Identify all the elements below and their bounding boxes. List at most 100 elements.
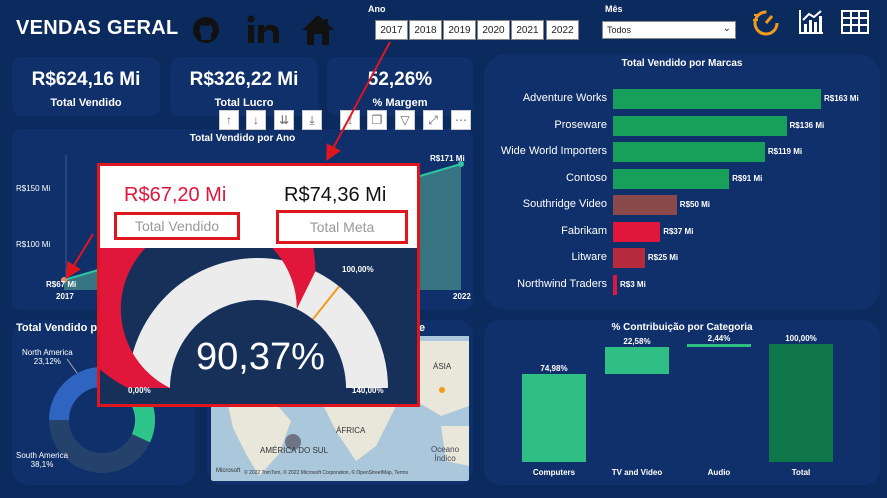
brand-bar[interactable] <box>613 142 765 162</box>
month-select[interactable]: Todos ⌄ <box>602 21 736 39</box>
category-axis-label: Computers <box>532 468 576 477</box>
toolbar-expand-all-icon[interactable]: ⇊ <box>274 110 294 130</box>
gauge-target-label: 100,00% <box>342 265 374 274</box>
map-label-ocean: Oceano Índico <box>431 445 459 463</box>
brand-bar[interactable] <box>613 115 787 136</box>
brand-bar[interactable] <box>613 89 821 109</box>
gauge-target-marker <box>312 285 340 320</box>
year-button-2022[interactable]: 2022 <box>546 20 579 40</box>
speedometer-icon[interactable] <box>751 7 781 37</box>
kpi-label: Total Vendido <box>50 97 122 109</box>
category-value-label: 100,00% <box>785 334 817 343</box>
brand-label: Southridge Video <box>522 198 607 210</box>
year-chart-first-label: R$67 Mi <box>46 280 77 289</box>
year-button-2018[interactable]: 2018 <box>409 20 442 40</box>
brand-value-label: R$91 Mi <box>732 173 763 183</box>
category-bar[interactable] <box>522 373 586 462</box>
chart-growth-icon[interactable] <box>797 8 825 36</box>
donut-segment-south-america <box>49 367 103 421</box>
toolbar-focus-icon[interactable]: ⤢ <box>423 110 443 130</box>
kpi-label: Total Lucro <box>214 97 274 109</box>
donut-leader <box>66 358 78 374</box>
tooltip-total-vendido-value: R$67,20 Mi <box>124 184 227 206</box>
map-label-asia: ÁSIA <box>433 362 452 371</box>
toolbar-copy-icon[interactable]: ❐ <box>367 110 387 130</box>
donut-chart-title: Total Vendido p <box>16 322 98 334</box>
year-chart-title: Total Vendido por Ano <box>189 133 296 144</box>
tooltip-total-vendido-label: Total Vendido <box>114 212 240 240</box>
map-title-fragment: e <box>419 322 426 334</box>
kpi-value: R$624,16 Mi <box>31 69 141 90</box>
kpi-total-lucro: R$326,22 Mi Total Lucro <box>170 57 318 116</box>
kpi-value: 52,26% <box>367 69 433 90</box>
map-label-africa: ÁFRICA <box>336 426 366 435</box>
brands-chart-title: Total Vendido por Marcas <box>621 58 743 69</box>
gauge-max-label: 140,00% <box>352 386 384 395</box>
donut-label-name: South America <box>16 451 69 460</box>
kpi-value: R$326,22 Mi <box>189 69 299 90</box>
brand-bar[interactable] <box>613 221 661 242</box>
donut-label-north-america: North America 23,12% <box>22 348 73 366</box>
category-bar[interactable] <box>769 344 833 462</box>
category-value-label: 2,44% <box>707 334 731 343</box>
category-chart-title: % Contribuição por Categoria <box>611 322 753 333</box>
tooltip-popup: R$67,20 Mi R$74,36 Mi Total Vendido Tota… <box>97 163 420 407</box>
gauge-track <box>128 258 388 388</box>
map-label-ocean-line2: Índico <box>434 454 456 463</box>
category-value-label: 22,58% <box>623 336 651 346</box>
brand-label: Fabrikam <box>561 224 607 237</box>
table-icon[interactable] <box>841 10 869 34</box>
brand-label: Northwind Traders <box>517 277 607 290</box>
year-point-2017 <box>61 277 67 283</box>
year-filter-label: Ano <box>368 4 386 14</box>
year-button-2019[interactable]: 2019 <box>443 20 476 40</box>
month-filter-label: Mês <box>605 4 623 14</box>
gauge-panel: 90,37% 0,00% 140,00% 100,00% <box>100 248 417 404</box>
gauge-percent-value: 90,37% <box>196 336 325 378</box>
category-axis-label: Audio <box>707 468 731 477</box>
gauge-fill <box>100 248 316 388</box>
github-icon[interactable] <box>192 16 220 44</box>
category-value-label: 74,98% <box>540 363 568 373</box>
year-chart-x-last: 2022 <box>453 292 471 301</box>
brand-value-label: R$25 Mi <box>647 253 679 262</box>
year-point-2022 <box>458 161 464 167</box>
kpi-margem: 52,26% % Margem <box>327 57 473 116</box>
page-title: VENDAS GERAL <box>16 17 179 39</box>
toolbar-expand-next-icon[interactable]: ⤓ <box>302 110 322 130</box>
brand-value-label: R$3 Mi <box>620 279 646 289</box>
brand-bar[interactable] <box>613 248 645 268</box>
category-bar[interactable] <box>605 346 669 374</box>
year-button-2017[interactable]: 2017 <box>375 20 408 40</box>
toolbar-filter-icon[interactable]: ▽ <box>395 110 415 130</box>
brand-bar[interactable] <box>613 168 730 189</box>
toolbar-more-icon[interactable]: ⋯ <box>451 110 471 130</box>
tooltip-total-meta-value: R$74,36 Mi <box>284 184 387 206</box>
tooltip-total-meta-label: Total Meta <box>276 210 408 244</box>
category-bar[interactable] <box>687 344 751 347</box>
toolbar-drill-up-icon[interactable]: ↑ <box>219 110 239 130</box>
brand-bar[interactable] <box>613 274 617 295</box>
brand-bar[interactable] <box>613 195 677 215</box>
map-brand: Microsoft <box>216 468 241 474</box>
map-attribution[interactable]: © 2022 TomTom, © 2022 Microsoft Corporat… <box>244 470 408 476</box>
gauge-chart <box>100 248 388 388</box>
brand-value-label: R$119 Mi <box>767 147 803 156</box>
linkedin-icon[interactable] <box>246 15 282 45</box>
year-button-2020[interactable]: 2020 <box>477 20 510 40</box>
donut-label-pct: 38,1% <box>30 460 54 469</box>
donut-label-pct: 23,12% <box>33 357 61 366</box>
toolbar-drill-down-icon[interactable]: ↓ <box>246 110 266 130</box>
map-label-south-america: AMÉRICA DO SUL <box>260 446 329 455</box>
donut-label-name: North America <box>22 348 73 357</box>
map-label-ocean-line1: Oceano <box>431 445 460 454</box>
month-select-value: Todos <box>607 25 632 35</box>
brand-label: Wide World Importers <box>500 145 607 157</box>
brand-value-label: R$136 Mi <box>789 120 825 130</box>
toolbar-pin-icon[interactable]: ⟟ <box>340 110 360 130</box>
kpi-label: % Margem <box>372 97 428 109</box>
home-icon[interactable] <box>300 13 336 47</box>
year-chart-ytick: R$150 Mi <box>16 184 51 193</box>
year-chart-ytick: R$100 Mi <box>16 240 51 249</box>
year-button-2021[interactable]: 2021 <box>511 20 544 40</box>
